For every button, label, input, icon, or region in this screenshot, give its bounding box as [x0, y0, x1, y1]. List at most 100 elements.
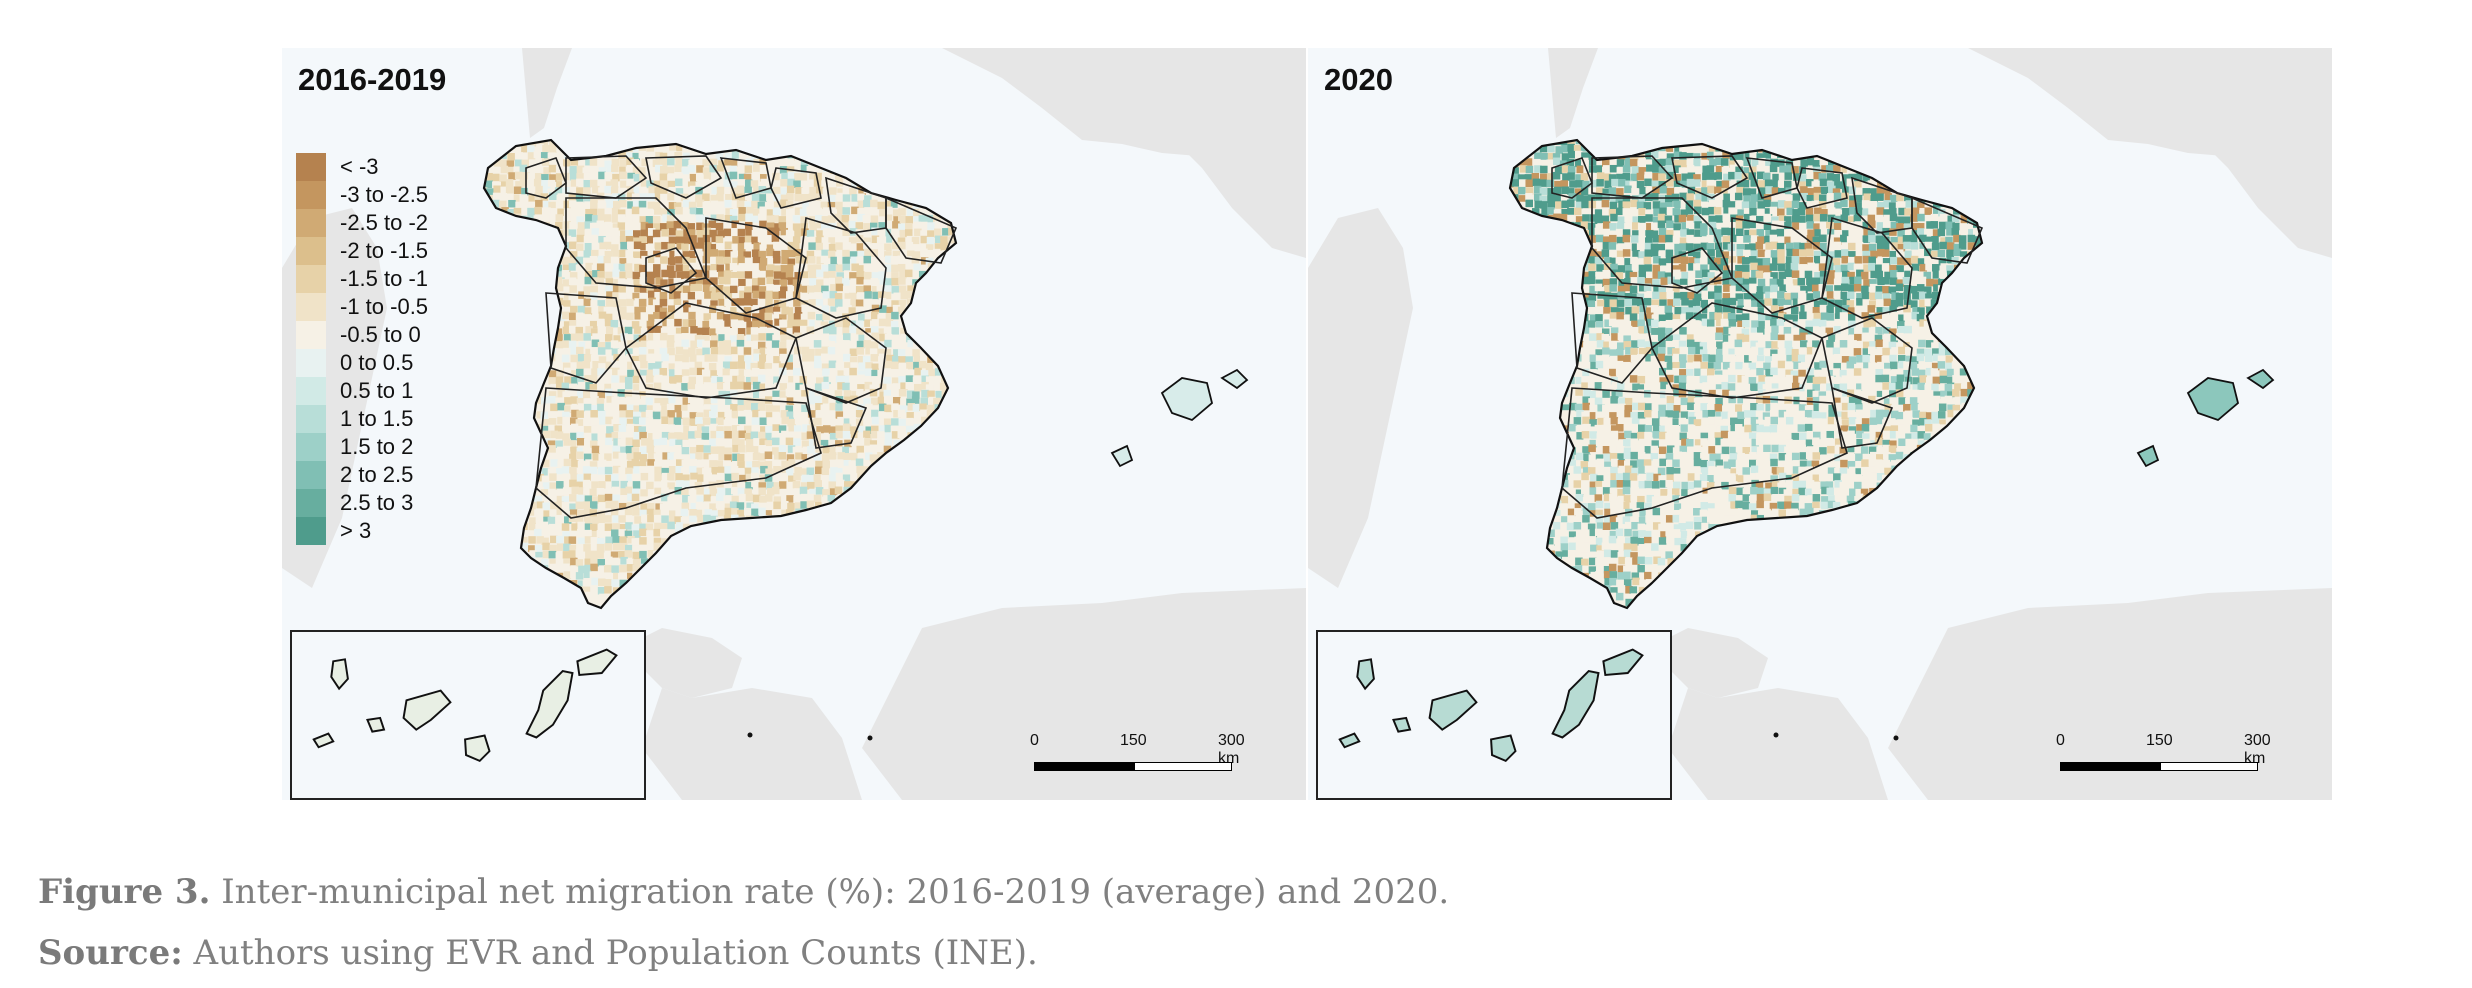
municipality-cell [689, 556, 698, 565]
municipality-cell [709, 556, 717, 565]
municipality-cell [806, 515, 815, 524]
municipality-cell [871, 542, 879, 551]
municipality-cell [757, 201, 766, 210]
municipality-cell [646, 405, 655, 413]
municipality-cell [808, 140, 816, 147]
municipality-cell [751, 503, 759, 511]
municipality-cell [891, 272, 899, 280]
municipality-cell [730, 319, 739, 327]
municipality-cell [899, 144, 907, 152]
municipality-cell [814, 395, 822, 404]
municipality-cell [885, 369, 894, 377]
municipality-cell [904, 140, 913, 145]
municipality-cell [514, 248, 522, 257]
municipality-cell [970, 207, 978, 215]
municipality-cell [765, 566, 774, 574]
municipality-cell [611, 193, 620, 201]
municipality-cell [620, 474, 628, 482]
municipality-cell [765, 615, 773, 623]
municipality-cell [540, 140, 549, 146]
municipality-cell [492, 615, 500, 623]
municipality-cell [555, 514, 564, 523]
municipality-cell [857, 208, 865, 216]
municipality-cell [589, 320, 598, 329]
municipality-cell [709, 319, 717, 327]
municipality-cell [737, 381, 745, 390]
municipality-cell [638, 461, 647, 469]
municipality-cell [941, 402, 950, 411]
municipality-cell [590, 550, 598, 559]
municipality-cell [473, 375, 481, 383]
municipality-cell [815, 215, 823, 223]
municipality-cell [947, 348, 955, 357]
municipality-cell [648, 614, 656, 622]
municipality-cell [842, 159, 850, 168]
municipality-cell [570, 299, 579, 307]
municipality-cell [653, 564, 662, 573]
municipality-cell [717, 397, 726, 406]
municipality-cell [568, 312, 577, 321]
municipality-cell [555, 341, 564, 349]
municipality-cell [485, 146, 494, 154]
municipality-cell [603, 256, 612, 264]
municipality-cell [639, 236, 647, 244]
municipality-cell [710, 395, 719, 404]
municipality-cell [871, 272, 880, 280]
municipality-cell [590, 234, 598, 243]
municipality-cell [799, 335, 808, 343]
municipality-cell [905, 167, 913, 175]
municipality-cell [912, 479, 921, 488]
municipality-cell [625, 432, 634, 440]
municipality-cell [724, 430, 732, 439]
municipality-cell [884, 508, 892, 516]
municipality-cell [743, 397, 752, 406]
municipality-cell [732, 437, 740, 446]
municipality-cell [912, 376, 921, 384]
municipality-cell [939, 503, 948, 511]
municipality-cell [758, 538, 766, 546]
municipality-cell [554, 187, 563, 195]
municipality-cell [668, 270, 676, 279]
municipality-cell [855, 285, 864, 294]
municipality-cell [521, 271, 529, 280]
municipality-cell [863, 488, 871, 497]
municipality-cell [904, 466, 913, 475]
municipality-cell [716, 594, 725, 602]
municipality-cell [675, 425, 683, 434]
municipality-cell [864, 592, 872, 601]
municipality-cell [639, 466, 647, 474]
municipality-cell [899, 445, 908, 454]
municipality-cell [808, 242, 816, 250]
municipality-cell [732, 293, 740, 301]
municipality-cell [969, 410, 977, 418]
municipality-cell [892, 209, 901, 217]
municipality-cell [605, 474, 613, 483]
municipality-cell [899, 508, 908, 517]
municipality-cell [668, 459, 676, 468]
municipality-cell [781, 509, 789, 518]
municipality-cell [540, 241, 549, 250]
municipality-cell [794, 466, 802, 475]
municipality-cell [506, 536, 515, 544]
municipality-cell [963, 599, 971, 607]
municipality-cell [835, 236, 843, 245]
municipality-cell [484, 208, 493, 216]
municipality-cell [928, 488, 936, 496]
municipality-cell [583, 570, 592, 579]
municipality-cell [702, 593, 711, 601]
municipality-cell [941, 424, 949, 433]
municipality-cell [773, 201, 782, 209]
municipality-cell [933, 566, 942, 574]
municipality-cell [750, 334, 759, 343]
municipality-cell [528, 257, 536, 266]
municipality-cell [659, 291, 668, 300]
municipality-cell [653, 537, 662, 546]
municipality-cell [745, 158, 754, 166]
municipality-cell [501, 292, 509, 301]
municipality-cell [905, 216, 913, 224]
municipality-cell [486, 417, 495, 426]
municipality-cell [591, 496, 600, 504]
municipality-cell [878, 599, 886, 607]
municipality-cell [493, 376, 502, 385]
municipality-cell [612, 311, 621, 320]
